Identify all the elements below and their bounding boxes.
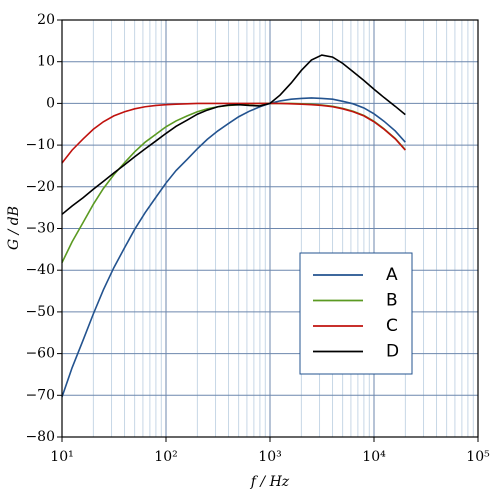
x-tick-label: 10¹	[50, 449, 73, 465]
y-axis-label: G / dB	[6, 206, 22, 250]
x-tick-label: 10³	[258, 449, 281, 465]
y-tick-label: −40	[25, 262, 55, 278]
legend-label: D	[386, 342, 399, 362]
y-tick-label: −80	[25, 429, 55, 445]
y-tick-label: −20	[25, 179, 55, 195]
series-line	[61, 54, 406, 215]
y-tick-label: 10	[37, 54, 55, 70]
legend-label: C	[386, 316, 398, 336]
series-line	[61, 102, 406, 164]
y-tick-label: 20	[37, 12, 55, 28]
y-tick-label: −70	[25, 387, 55, 403]
x-axis-label: f / Hz	[250, 474, 290, 490]
series-line	[61, 102, 406, 264]
y-tick-label: −10	[25, 137, 55, 153]
legend-label: A	[386, 265, 398, 285]
y-tick-label: −60	[25, 346, 55, 362]
grid	[61, 19, 479, 438]
legend-box	[299, 252, 413, 375]
y-tick-label: −30	[25, 221, 55, 237]
y-tick-label: 0	[46, 95, 55, 111]
series-line	[61, 97, 406, 398]
lines	[61, 54, 406, 398]
y-tick-label: −50	[25, 304, 55, 320]
x-tick-label: 10²	[154, 449, 177, 465]
legend-label: B	[386, 291, 398, 311]
x-tick-label: 10⁴	[362, 449, 386, 465]
x-tick-label: 10⁵	[466, 449, 490, 465]
